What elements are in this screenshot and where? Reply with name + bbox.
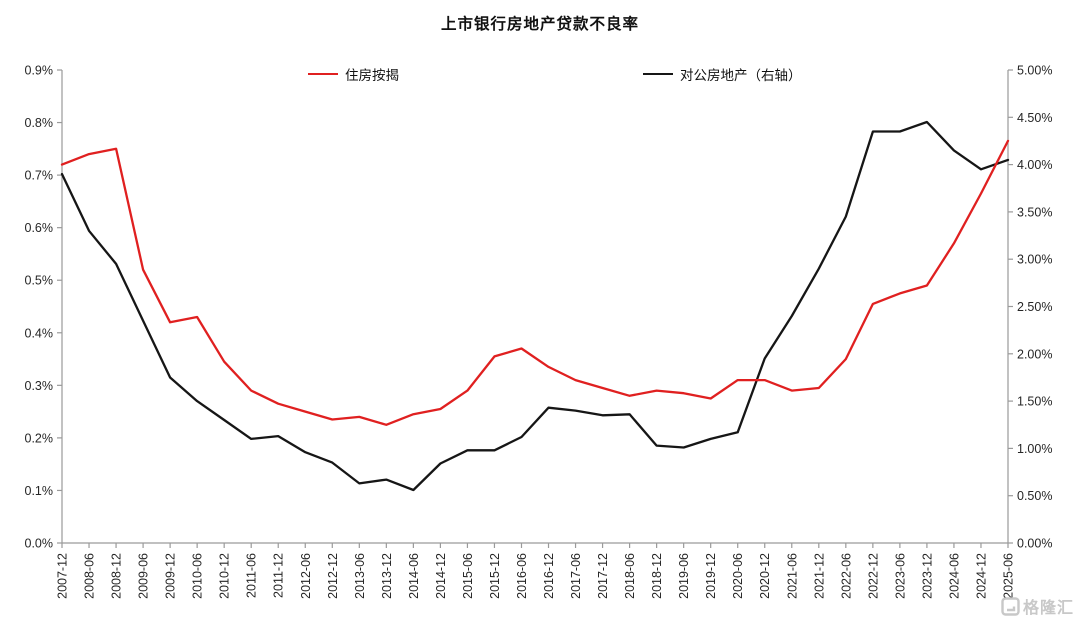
tick-marks — [57, 69, 1013, 548]
chart-title: 上市银行房地产贷款不良率 — [440, 16, 639, 33]
x-axis-tick-label: 2019-06 — [677, 553, 691, 599]
legend-label-corporate: 对公房地产（右轴） — [680, 68, 802, 83]
legend-label-mortgage: 住房按揭 — [345, 68, 399, 83]
series-line-corporate — [60, 120, 1010, 492]
x-axis-tick-label: 2018-06 — [623, 553, 637, 599]
right-axis-tick-label: 0.00% — [1017, 537, 1052, 551]
watermark-text: 格隆汇 — [1022, 600, 1074, 617]
x-axis-tick-label: 2016-12 — [542, 553, 556, 599]
axis-labels: 0.0% 0.1% 0.2% 0.3% 0.4% 0.5% 0.6% 0.7% 0.8% 0.9%… — [25, 64, 1053, 599]
right-axis-tick-label: 4.00% — [1017, 158, 1052, 172]
x-axis-tick-label: 2023-06 — [893, 553, 907, 599]
x-axis-tick-label: 2014-06 — [407, 553, 421, 599]
axes — [61, 70, 1009, 544]
right-axis-tick-label: 2.50% — [1017, 300, 1052, 314]
x-axis-tick-label: 2009-12 — [164, 553, 178, 599]
left-axis-tick-label: 0.8% — [25, 116, 54, 130]
x-axis-tick-label: 2011-06 — [245, 553, 259, 598]
left-axis-tick-label: 0.1% — [25, 484, 54, 498]
left-axis-tick-label: 0.7% — [25, 169, 54, 183]
x-axis-tick-label: 2021-12 — [812, 553, 826, 599]
x-axis-tick-label: 2022-06 — [839, 553, 853, 599]
x-axis-tick-label: 2024-06 — [947, 553, 961, 599]
left-axis-tick-label: 0.5% — [25, 274, 54, 288]
x-axis-tick-label: 2013-12 — [380, 553, 394, 599]
x-axis-tick-label: 2017-06 — [569, 553, 583, 599]
gelonghui-logo-icon — [1001, 596, 1020, 616]
right-axis-tick-label: 1.50% — [1017, 395, 1052, 409]
left-axis-tick-label: 0.2% — [25, 431, 54, 445]
x-axis-tick-label: 2010-06 — [191, 553, 205, 599]
right-axis-tick-label: 1.00% — [1017, 442, 1052, 456]
x-axis-tick-label: 2018-12 — [650, 553, 664, 599]
x-axis-tick-label: 2008-12 — [110, 553, 124, 599]
x-axis-tick-label: 2024-12 — [974, 553, 988, 599]
left-axis-tick-label: 0.0% — [25, 537, 54, 551]
right-axis-tick-label: 0.50% — [1017, 489, 1052, 503]
right-axis-tick-label: 3.00% — [1017, 253, 1052, 267]
left-axis-tick-label: 0.3% — [25, 379, 54, 393]
x-axis-tick-label: 2013-06 — [353, 553, 367, 599]
x-axis-tick-label: 2010-12 — [218, 553, 232, 599]
x-axis-tick-label: 2020-12 — [758, 553, 772, 599]
x-axis-tick-label: 2011-12 — [272, 553, 286, 598]
right-axis-tick-label: 3.50% — [1017, 205, 1052, 219]
watermark: 格隆汇 — [1001, 594, 1074, 618]
left-axis-tick-label: 0.4% — [25, 326, 54, 340]
right-axis-tick-label: 4.50% — [1017, 111, 1052, 125]
x-axis-tick-label: 2023-12 — [920, 553, 934, 599]
legend-line-red-icon — [308, 72, 338, 76]
x-axis-tick-label: 2014-12 — [434, 553, 448, 599]
x-axis-tick-label: 2020-06 — [731, 553, 745, 599]
x-axis-tick-label: 2017-12 — [596, 553, 610, 599]
x-axis-tick-label: 2022-12 — [866, 553, 880, 599]
x-axis-tick-label: 2025-06 — [1002, 553, 1016, 599]
x-axis-tick-label: 2009-06 — [137, 553, 151, 599]
left-axis-tick-label: 0.6% — [25, 221, 54, 235]
x-axis-tick-label: 2016-06 — [515, 553, 529, 599]
legend-item-corporate: 对公房地产（右轴） — [643, 64, 802, 84]
x-axis-tick-label: 2015-06 — [461, 553, 475, 599]
right-axis-tick-label: 2.00% — [1017, 347, 1052, 361]
legend-line-black-icon — [643, 72, 673, 76]
x-axis-tick-label: 2012-12 — [326, 553, 340, 599]
legend-item-mortgage: 住房按揭 — [308, 64, 399, 84]
x-axis-tick-label: 2015-12 — [488, 553, 502, 599]
series-line-mortgage — [60, 139, 1010, 426]
x-axis-tick-label: 2019-12 — [704, 553, 718, 599]
left-axis-tick-label: 0.9% — [25, 64, 54, 78]
x-axis-tick-label: 2012-06 — [299, 553, 313, 599]
x-axis-tick-label: 2008-06 — [83, 553, 97, 599]
right-axis-tick-label: 5.00% — [1017, 64, 1052, 78]
x-axis-tick-label: 2007-12 — [56, 553, 70, 599]
x-axis-tick-label: 2021-06 — [785, 553, 799, 599]
